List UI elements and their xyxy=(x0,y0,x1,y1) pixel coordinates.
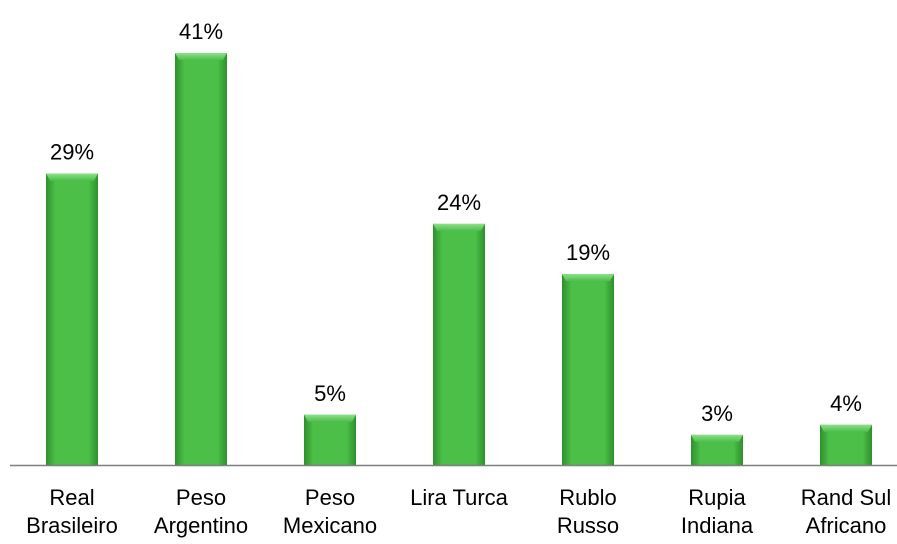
bar xyxy=(175,53,227,465)
category-label-line: Argentino xyxy=(154,513,248,538)
bar-bevel xyxy=(562,274,614,282)
data-labels-group: 29% 41% 5% 24% 19% 3% 4% xyxy=(50,19,862,426)
data-label: 19% xyxy=(566,240,610,265)
bar xyxy=(562,274,614,465)
category-label-line: Africano xyxy=(806,513,887,538)
category-label: Peso Argentino xyxy=(154,485,248,538)
data-label: 41% xyxy=(179,19,223,44)
category-label-line: Rupia xyxy=(688,485,746,510)
category-label-line: Russo xyxy=(557,513,619,538)
category-label-line: Rand Sul xyxy=(801,485,892,510)
data-label: 3% xyxy=(701,401,733,426)
bar xyxy=(304,414,356,465)
category-label: Lira Turca xyxy=(410,485,509,510)
bar-body xyxy=(304,414,356,465)
category-label-line: Indiana xyxy=(681,513,754,538)
category-label: Real Brasileiro xyxy=(26,485,118,538)
bar-body xyxy=(46,173,98,465)
category-label-line: Real xyxy=(49,485,94,510)
category-label: Rand Sul Africano xyxy=(801,485,892,538)
bar-bevel xyxy=(175,53,227,60)
bar-bevel xyxy=(691,434,743,442)
bar xyxy=(691,434,743,465)
bars-group xyxy=(46,53,872,465)
bar xyxy=(820,424,872,465)
bar-bevel xyxy=(820,424,872,432)
data-label: 5% xyxy=(314,381,346,406)
bar-bevel xyxy=(46,173,98,181)
category-label-line: Brasileiro xyxy=(26,513,118,538)
category-label-line: Mexicano xyxy=(283,513,377,538)
bar xyxy=(46,173,98,465)
category-label-line: Lira Turca xyxy=(410,485,509,510)
category-label-line: Rublo xyxy=(559,485,616,510)
category-label: Rublo Russo xyxy=(557,485,619,538)
category-label: Rupia Indiana xyxy=(681,485,754,538)
bar-bevel xyxy=(433,223,485,231)
category-label-line: Peso xyxy=(176,485,226,510)
bar-body xyxy=(175,53,227,465)
category-label: Peso Mexicano xyxy=(283,485,377,538)
category-label-line: Peso xyxy=(305,485,355,510)
bar-body xyxy=(562,274,614,465)
bar-body xyxy=(433,223,485,465)
category-labels-group: Real Brasileiro Peso Argentino Peso Mexicano L… xyxy=(26,485,891,538)
bar-bevel xyxy=(304,414,356,422)
bar xyxy=(433,223,485,465)
data-label: 24% xyxy=(437,190,481,215)
data-label: 29% xyxy=(50,140,94,165)
data-label: 4% xyxy=(830,391,862,416)
